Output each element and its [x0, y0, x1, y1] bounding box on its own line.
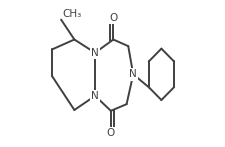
Text: O: O: [107, 128, 115, 138]
Text: N: N: [91, 48, 99, 58]
Text: N: N: [91, 91, 99, 101]
Text: N: N: [129, 69, 137, 79]
Text: O: O: [109, 13, 117, 23]
Text: CH₃: CH₃: [62, 9, 82, 19]
